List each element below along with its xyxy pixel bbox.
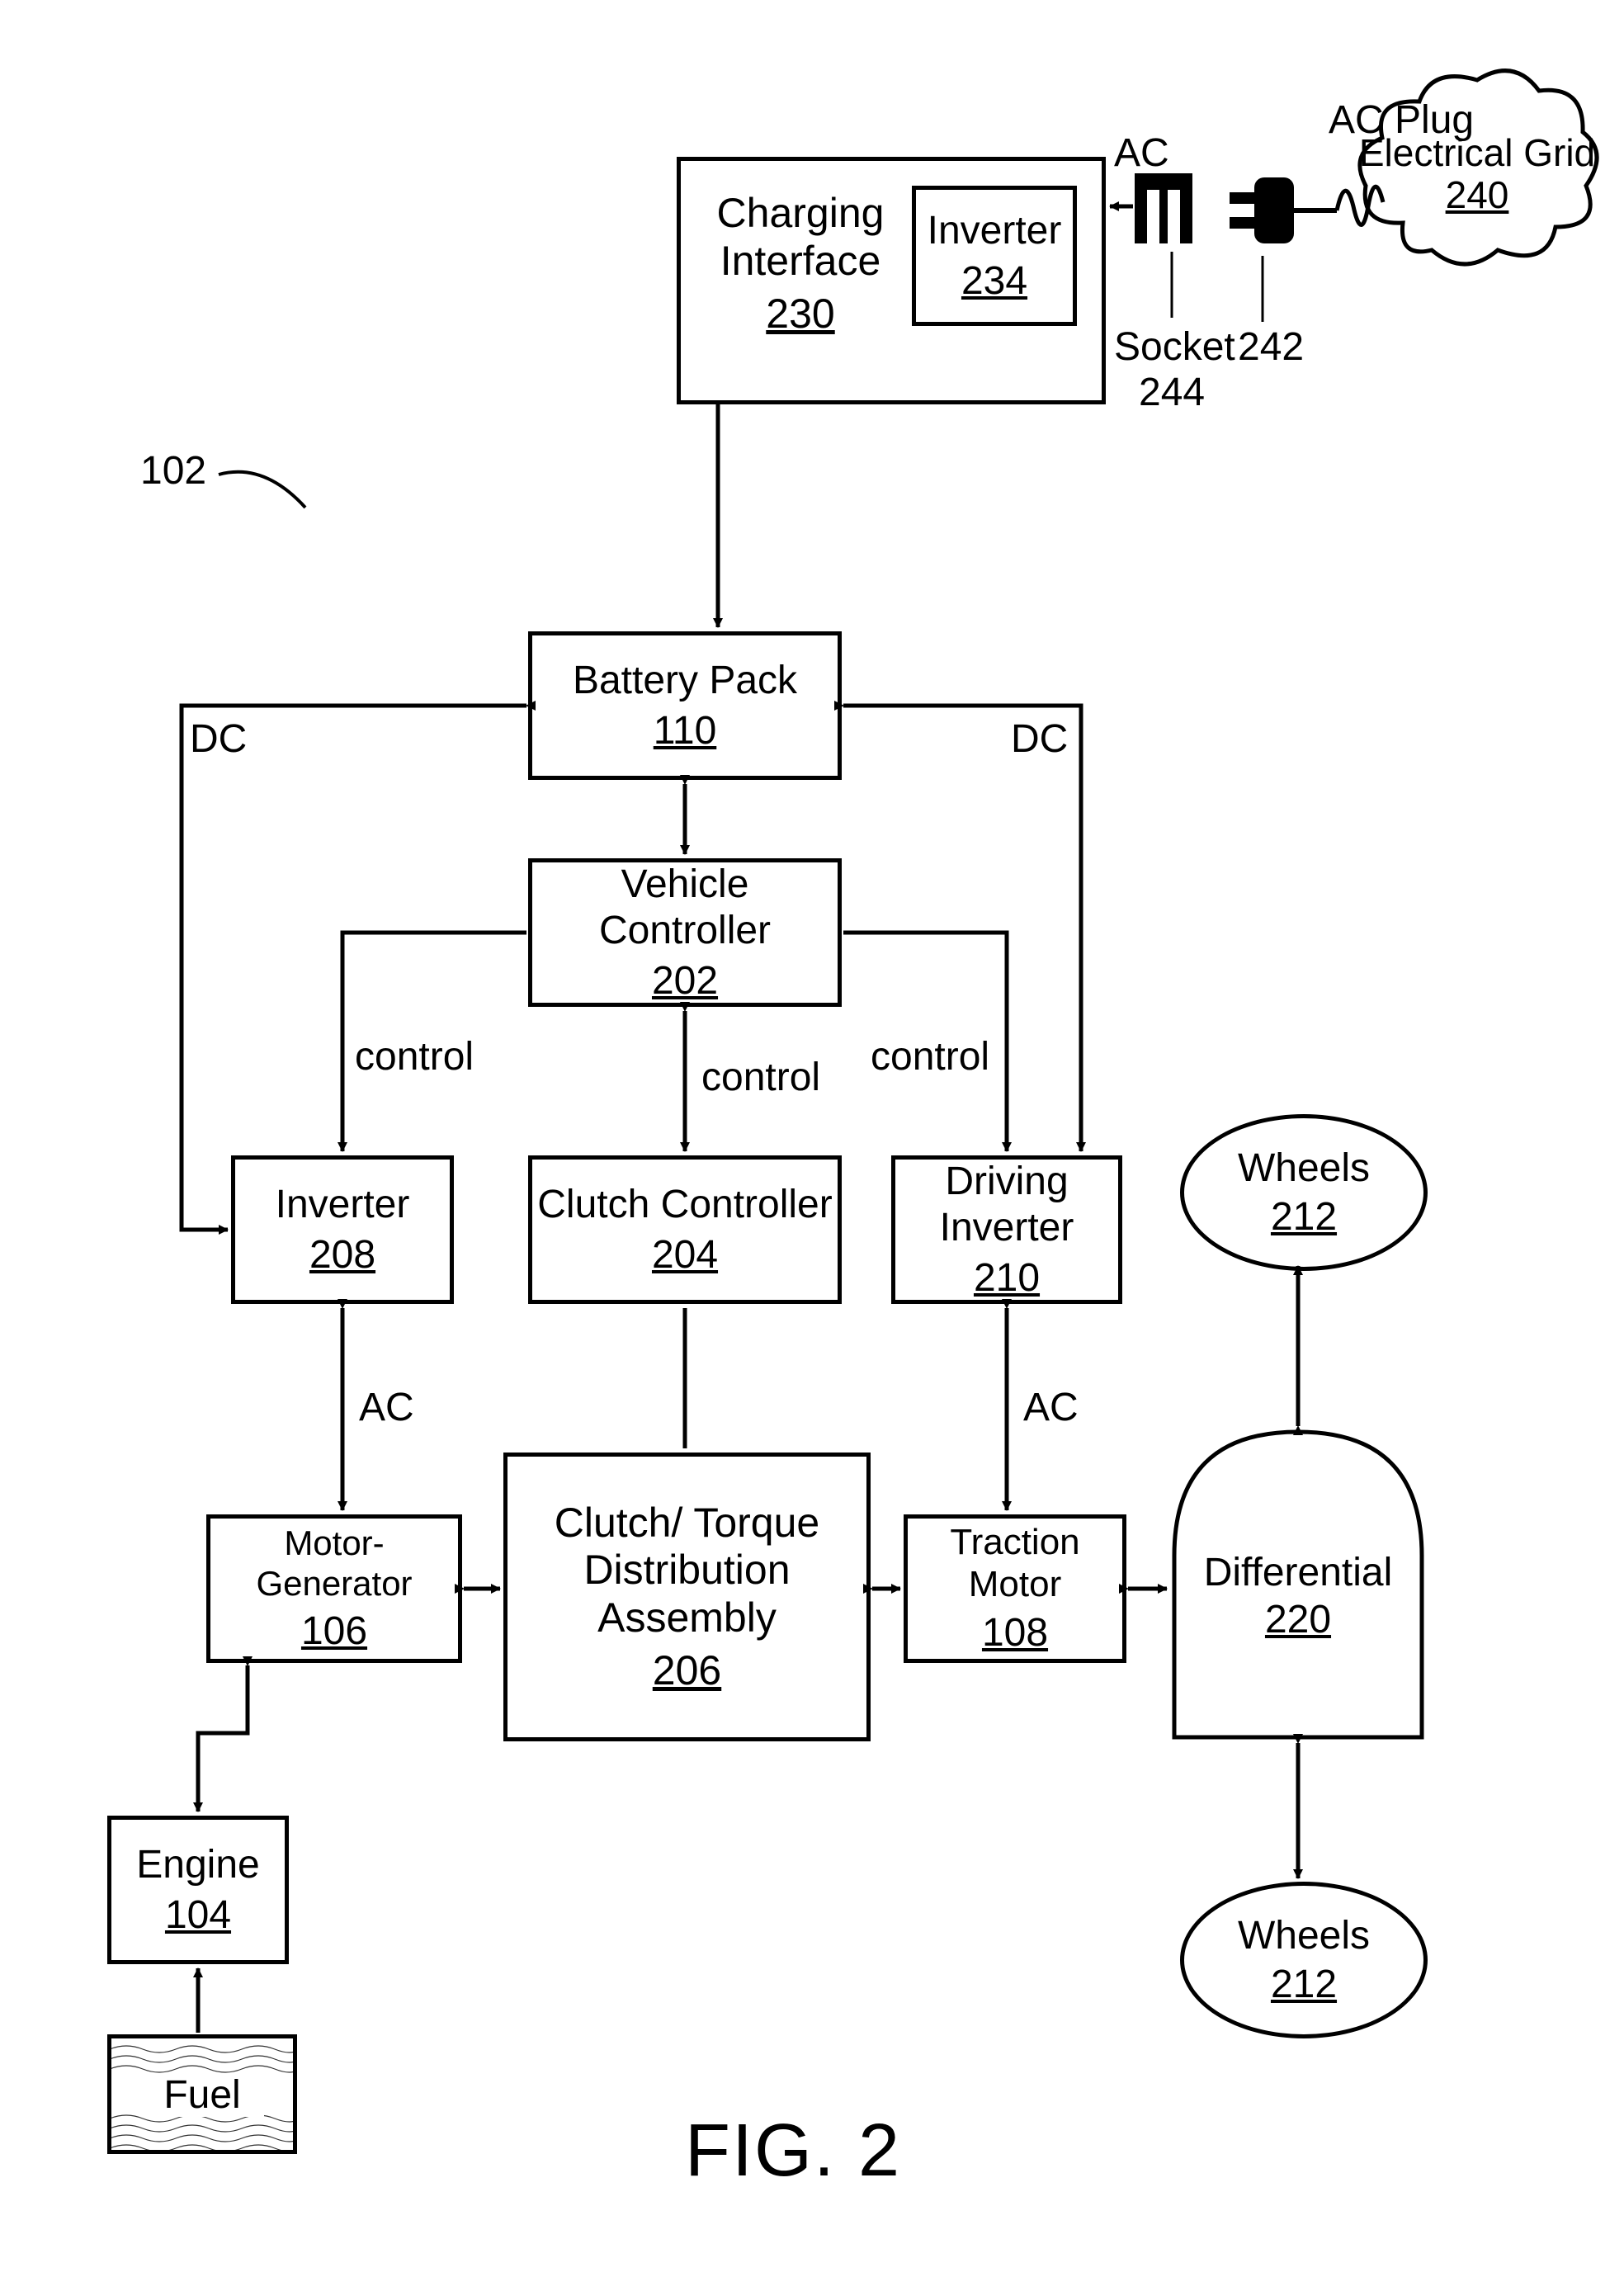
clutch-assembly-ref: 206 [653, 1646, 721, 1694]
traction-motor-ref: 108 [982, 1610, 1048, 1656]
clutch-assembly-label: Clutch/ Torque Distribution Assembly [508, 1500, 866, 1642]
driving-inverter-ref: 210 [974, 1255, 1040, 1301]
wheels-top-ref: 212 [1271, 1194, 1337, 1240]
motor-generator-label: Motor-Generator [210, 1523, 458, 1604]
wheels-top-ellipse: Wheels 212 [1180, 1114, 1428, 1271]
socket-ref: 244 [1139, 371, 1205, 415]
clutch-controller-ref: 204 [652, 1232, 718, 1278]
wheels-bottom-label: Wheels [1238, 1913, 1370, 1958]
clutch-assembly-box: Clutch/ Torque Distribution Assembly 206 [503, 1453, 871, 1741]
differential-ref: 220 [1265, 1599, 1331, 1642]
motor-generator-box: Motor-Generator 106 [206, 1514, 462, 1663]
socket-label: Socket [1114, 326, 1235, 370]
ac-dinv-label: AC [1023, 1386, 1079, 1430]
grid-cloud: Electrical Grid 240 [1353, 62, 1601, 285]
engine-label: Engine [136, 1842, 259, 1887]
differential-shape: Differential 220 [1170, 1428, 1426, 1741]
hybrid-vehicle-powertrain-diagram: 102 Charging Interface 230 Inverter 234 … [0, 0, 1624, 2291]
battery-pack-label: Battery Pack [573, 658, 797, 703]
fuel-box: Fuel [107, 2034, 297, 2154]
charging-inverter-label: Inverter [928, 208, 1062, 253]
inverter-box: Inverter 208 [231, 1155, 454, 1304]
motor-generator-ref: 106 [301, 1608, 367, 1654]
fuel-label: Fuel [107, 2074, 297, 2118]
control-left-label: control [355, 1036, 474, 1079]
vehicle-controller-label: Vehicle Controller [532, 862, 838, 952]
clutch-controller-box: Clutch Controller 204 [528, 1155, 842, 1304]
differential-label: Differential [1170, 1552, 1426, 1595]
battery-pack-ref: 110 [654, 708, 717, 753]
engine-ref: 104 [165, 1892, 231, 1938]
control-mid-label: control [701, 1056, 820, 1100]
charging-inverter-ref: 234 [961, 258, 1027, 304]
grid-ref: 240 [1446, 174, 1509, 216]
engine-box: Engine 104 [107, 1816, 289, 1964]
inverter-label: Inverter [276, 1182, 410, 1227]
dc-right-label: DC [1011, 718, 1068, 762]
inverter-ref: 208 [309, 1232, 375, 1278]
wheels-bottom-ref: 212 [1271, 1962, 1337, 2007]
dc-left-label: DC [190, 718, 247, 762]
driving-inverter-label: Driving Inverter [895, 1159, 1118, 1249]
control-right-label: control [871, 1036, 989, 1079]
traction-motor-box: Traction Motor 108 [904, 1514, 1126, 1663]
vehicle-controller-box: Vehicle Controller 202 [528, 858, 842, 1007]
figure-caption: FIG. 2 [685, 2109, 901, 2194]
driving-inverter-box: Driving Inverter 210 [891, 1155, 1122, 1304]
vehicle-controller-ref: 202 [652, 958, 718, 1004]
clutch-controller-label: Clutch Controller [537, 1182, 832, 1227]
ac-inv-label: AC [359, 1386, 414, 1430]
wheels-top-label: Wheels [1238, 1146, 1370, 1191]
plug-ref: 242 [1238, 326, 1304, 370]
traction-motor-label: Traction Motor [908, 1522, 1122, 1605]
ac-in-label: AC [1114, 132, 1169, 176]
charging-interface-label: Charging Interface [697, 190, 904, 285]
battery-pack-box: Battery Pack 110 [528, 631, 842, 780]
charging-interface-ref: 230 [697, 290, 904, 338]
charging-inverter-box: Inverter 234 [912, 186, 1077, 326]
ac-plug-label: AC Plug [1329, 99, 1474, 143]
figure-ref-number: 102 [140, 450, 206, 494]
wheels-bottom-ellipse: Wheels 212 [1180, 1882, 1428, 2038]
